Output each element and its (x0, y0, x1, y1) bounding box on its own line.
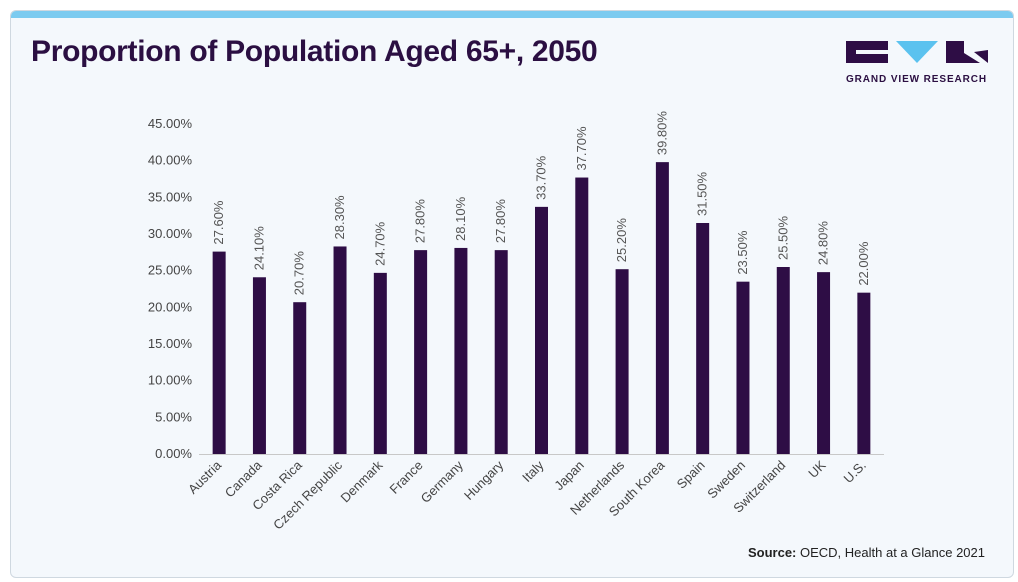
category-label: Denmark (338, 457, 386, 505)
category-label: Czech Republic (270, 457, 345, 532)
category-label: UK (805, 457, 829, 481)
bar (535, 206, 548, 454)
bar (696, 223, 710, 454)
data-label: 24.80% (816, 221, 831, 266)
bar (817, 272, 831, 454)
category-label: Germany (418, 457, 467, 506)
bar (575, 177, 589, 455)
data-label: 24.70% (372, 221, 387, 266)
bar (615, 269, 629, 454)
bar (736, 281, 750, 454)
y-tick-label: 45.00% (148, 116, 193, 131)
y-tick-label: 15.00% (148, 336, 193, 351)
bar (252, 277, 266, 454)
data-label: 27.60% (211, 200, 226, 245)
accent-bar (11, 11, 1013, 18)
category-label: Japan (551, 458, 587, 494)
data-label: 28.10% (453, 196, 468, 241)
bar (454, 247, 468, 454)
source-text: OECD, Health at a Glance 2021 (796, 545, 985, 560)
source-note: Source: OECD, Health at a Glance 2021 (748, 545, 985, 560)
data-label: 28.30% (332, 195, 347, 240)
category-label: U.S. (840, 458, 868, 486)
bar (373, 272, 387, 454)
data-label: 24.10% (251, 226, 266, 271)
y-tick-label: 30.00% (148, 226, 193, 241)
y-tick-label: 10.00% (148, 373, 193, 388)
data-label: 39.80% (654, 111, 669, 156)
y-tick-label: 25.00% (148, 263, 193, 278)
bar (857, 292, 871, 454)
y-tick-label: 35.00% (148, 189, 193, 204)
logo-text: GRAND VIEW RESEARCH (846, 74, 987, 85)
data-label: 25.20% (614, 218, 629, 263)
bar (333, 246, 347, 454)
bar-chart: 0.00% 5.00% 10.00% 15.00% 20.00% 25.00% 30.00%… (148, 111, 884, 533)
data-label: 33.70% (534, 155, 549, 200)
chart-card: Proportion of Population Aged 65+, 2050 … (10, 10, 1014, 578)
category-label: Austria (185, 457, 225, 497)
data-label: 20.70% (292, 251, 307, 296)
data-label: 37.70% (574, 126, 589, 171)
bar (655, 162, 669, 454)
chart-title: Proportion of Population Aged 65+, 2050 (31, 35, 598, 68)
source-label: Source: (747, 545, 797, 560)
data-label: 31.50% (695, 171, 710, 216)
logo-mark-icon (846, 41, 988, 63)
y-tick-label: 20.00% (148, 299, 193, 314)
data-label: 27.80% (493, 199, 508, 244)
category-label: Italy (519, 457, 547, 485)
bar (776, 267, 790, 454)
bar (494, 250, 508, 454)
bar (293, 302, 307, 454)
y-tick-label: 40.00% (148, 153, 193, 168)
data-label: 27.80% (413, 199, 428, 244)
grand-view-research-logo: GRAND VIEW RESEARCH (846, 37, 991, 89)
category-label: Hungary (461, 457, 507, 503)
y-tick-label: 0.00% (155, 446, 192, 461)
data-label: 25.50% (775, 215, 790, 260)
data-label: 23.50% (735, 230, 750, 275)
category-label: France (387, 458, 426, 497)
data-label: 22.00% (856, 241, 871, 286)
category-label: Spain (674, 458, 708, 492)
bar (414, 250, 428, 454)
y-tick-label: 5.00% (155, 409, 192, 424)
bar (212, 251, 226, 454)
